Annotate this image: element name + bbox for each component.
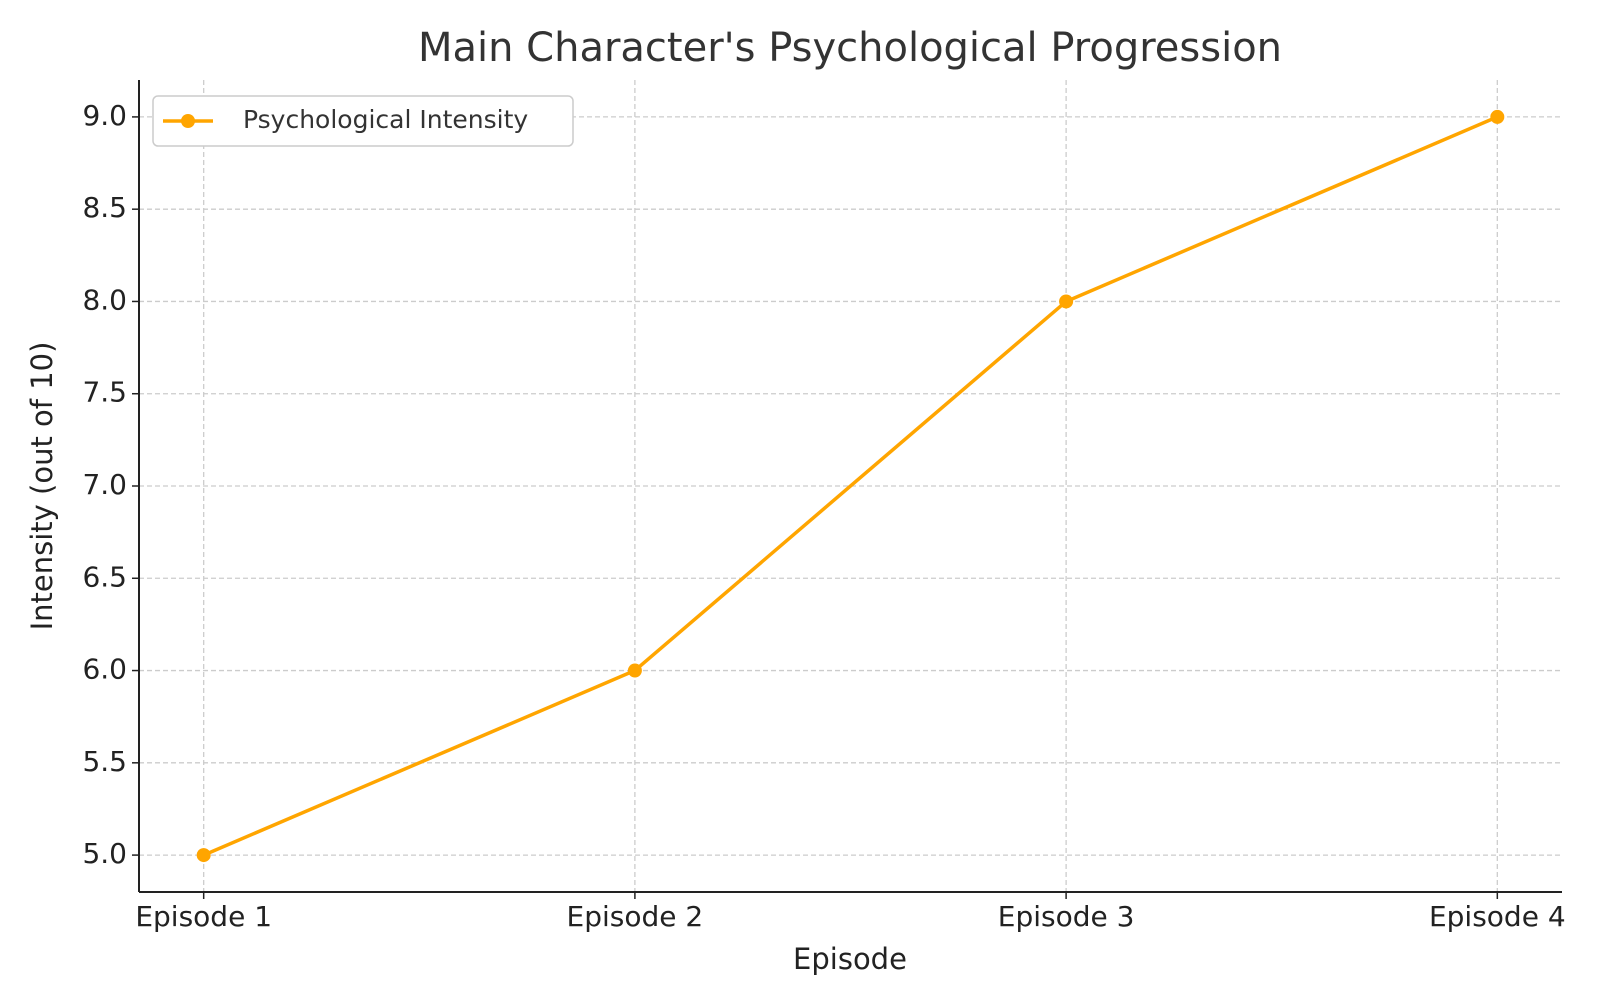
point bbox=[627, 663, 642, 678]
legend-label: Psychological Intensity bbox=[243, 105, 528, 134]
legend-marker bbox=[181, 114, 195, 128]
x-tick-label: Episode 1 bbox=[135, 900, 272, 933]
legend-box bbox=[152, 95, 574, 147]
x-axis-label: Episode bbox=[793, 942, 907, 976]
y-tick-label: 5.0 bbox=[82, 837, 127, 870]
y-axis-label: Intensity (out of 10) bbox=[25, 342, 59, 631]
point bbox=[196, 848, 211, 863]
y-tick-label: 8.0 bbox=[82, 283, 127, 316]
y-tick-label: 8.5 bbox=[82, 191, 127, 224]
point bbox=[1490, 109, 1505, 124]
y-tick-label: 9.0 bbox=[82, 99, 127, 132]
x-tick-label: Episode 4 bbox=[1429, 900, 1566, 933]
x-tick-label: Episode 3 bbox=[998, 900, 1135, 933]
line bbox=[202, 115, 1499, 857]
y-tick-label: 5.5 bbox=[82, 745, 127, 778]
y-tick-label: 7.0 bbox=[82, 468, 127, 501]
y-tick-label: 6.5 bbox=[82, 560, 127, 593]
chart-title: Main Character's Psychological Progressi… bbox=[418, 25, 1282, 71]
y-tick-label: 6.0 bbox=[82, 653, 127, 686]
y-tick-label: 7.5 bbox=[82, 376, 127, 409]
x-tick-label: Episode 2 bbox=[567, 900, 704, 933]
point bbox=[1059, 294, 1074, 309]
